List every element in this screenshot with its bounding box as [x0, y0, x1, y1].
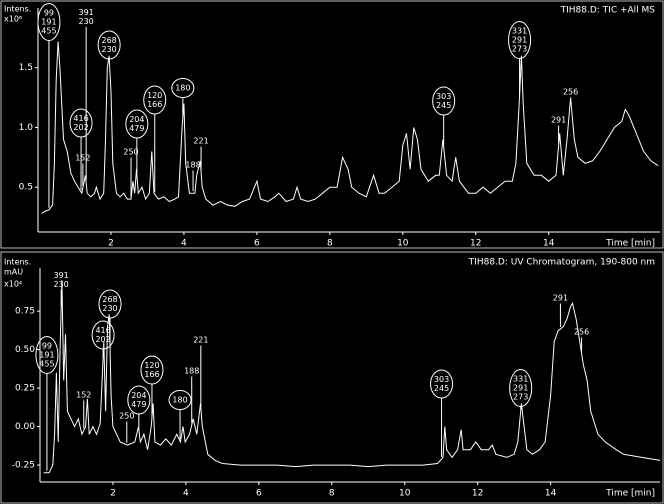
x-tick-label: 6 — [256, 489, 262, 499]
y-tick-label: 1.5 — [19, 63, 33, 73]
peak-label: 202 — [73, 123, 88, 132]
peak-label: 303 — [436, 92, 451, 101]
peak-label: 99 — [42, 342, 52, 351]
peak-label: 391 — [54, 271, 69, 280]
peak-label: 273 — [512, 45, 527, 54]
y-tick-label: 0.00 — [15, 422, 35, 432]
y-tick-label: 0.5 — [19, 183, 33, 193]
peak-label-circle — [97, 30, 121, 60]
x-tick-label: 14 — [543, 239, 555, 249]
peak-label: 455 — [39, 360, 54, 369]
peak-label: 230 — [54, 280, 69, 289]
y-axis-label: mAU — [4, 268, 23, 277]
y-axis-unit: x10⁴ — [4, 280, 22, 289]
peak-label: 416 — [95, 326, 110, 335]
x-tick-label: 2 — [108, 239, 114, 249]
x-axis-label: Time [min] — [605, 489, 655, 499]
peak-label: 331 — [512, 27, 527, 36]
peak-label: 250 — [123, 148, 138, 157]
peak-label: 230 — [101, 45, 116, 54]
peak-label: 245 — [434, 384, 449, 393]
x-tick-label: 12 — [472, 489, 483, 499]
peak-label: 204 — [131, 391, 146, 400]
peak-label: 291 — [553, 294, 568, 303]
trace — [43, 280, 661, 474]
x-tick-label: 4 — [183, 489, 189, 499]
x-tick-label: 4 — [181, 239, 187, 249]
peak-label: 180 — [172, 396, 187, 405]
peak-label: 245 — [436, 101, 451, 110]
peak-label: 166 — [147, 100, 162, 109]
peak-label: 191 — [39, 351, 54, 360]
peak-label: 256 — [574, 328, 589, 337]
peak-label: 204 — [129, 115, 144, 124]
peak-label: 391 — [79, 8, 94, 17]
y-tick-label: 1.0 — [19, 123, 34, 133]
panel-title: TIH88.D: UV Chromatogram, 190-800 nm — [468, 258, 655, 268]
x-tick-label: 8 — [329, 489, 335, 499]
peak-label: 180 — [175, 84, 190, 93]
x-tick-label: 10 — [397, 239, 409, 249]
peak-label: 250 — [119, 412, 134, 421]
peak-label: 331 — [513, 375, 528, 384]
panel-title: TIH88.D: TIC +All MS — [560, 6, 656, 16]
y-axis-unit: x10⁶ — [4, 15, 22, 24]
peak-label: 221 — [193, 336, 208, 345]
y-axis-label: Intens. — [4, 258, 31, 267]
peak-label: 291 — [513, 384, 528, 393]
peak-label: 99 — [44, 9, 54, 18]
peak-label: 230 — [79, 17, 94, 26]
peak-label: 221 — [193, 137, 208, 146]
peak-label: 120 — [147, 91, 162, 100]
peak-label: 152 — [76, 391, 91, 400]
peak-label: 455 — [41, 27, 56, 36]
peak-label: 191 — [41, 18, 56, 27]
y-tick-label: 0.25 — [15, 384, 35, 394]
peak-label: 416 — [73, 114, 88, 123]
peak-label: 166 — [144, 370, 159, 379]
peak-label: 152 — [75, 154, 90, 163]
y-tick-label: 0.75 — [15, 307, 35, 317]
peak-label: 256 — [563, 88, 578, 97]
peak-label: 479 — [129, 124, 144, 133]
peak-label: 268 — [102, 295, 117, 304]
panel-frame — [0, 251, 664, 504]
x-tick-label: 2 — [110, 489, 116, 499]
x-tick-label: 12 — [470, 239, 481, 249]
panel-frame — [0, 0, 664, 249]
peak-label: 202 — [95, 335, 110, 344]
x-tick-label: 14 — [545, 489, 557, 499]
x-tick-label: 8 — [327, 239, 333, 249]
y-tick-label: -0.25 — [12, 461, 35, 471]
peak-label: 188 — [184, 367, 199, 376]
peak-label: 303 — [434, 375, 449, 384]
peak-label: 479 — [131, 400, 146, 409]
peak-label: 188 — [185, 161, 200, 170]
x-tick-label: 10 — [399, 489, 411, 499]
peak-label: 268 — [101, 36, 116, 45]
x-tick-label: 6 — [254, 239, 260, 249]
y-tick-label: 0.50 — [15, 345, 35, 355]
peak-label: 291 — [512, 36, 527, 45]
trace — [41, 41, 659, 214]
y-axis-label: Intens. — [4, 5, 31, 14]
x-axis-label: Time [min] — [605, 239, 655, 249]
peak-label: 291 — [551, 116, 566, 125]
peak-label: 273 — [513, 393, 528, 402]
peak-label: 120 — [144, 361, 159, 370]
peak-label: 230 — [102, 304, 117, 313]
